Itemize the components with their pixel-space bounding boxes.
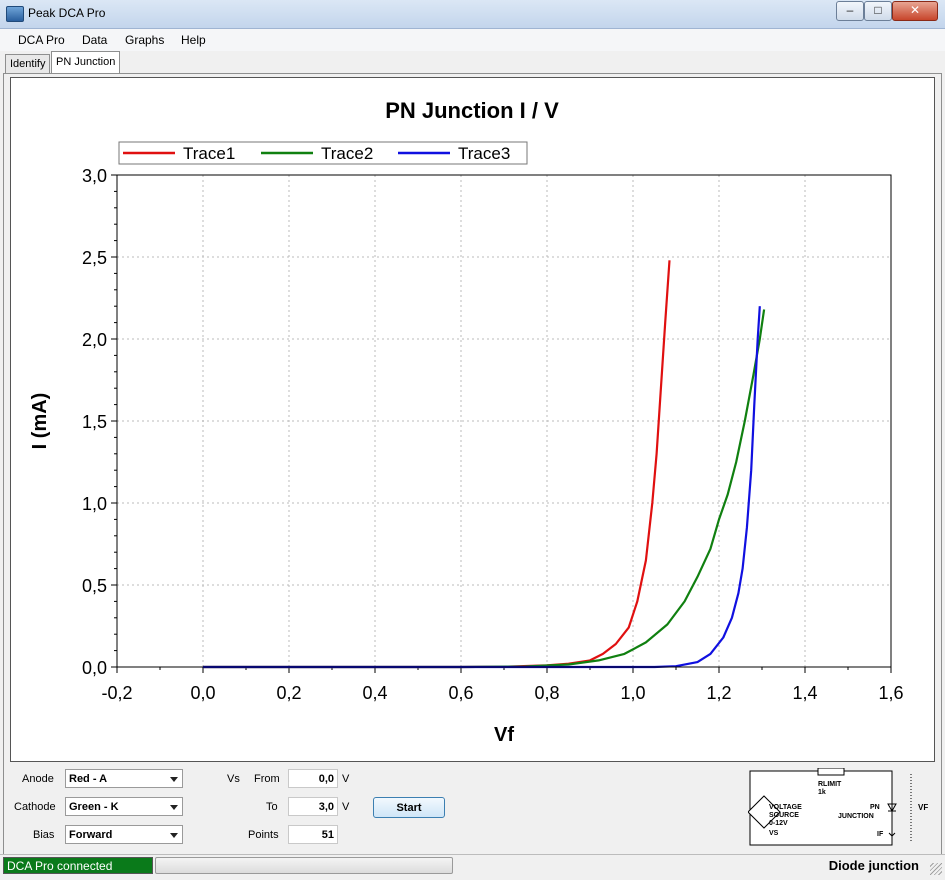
legend-label-trace2: Trace2 [321,144,373,163]
rlimit-value: 1k [818,789,826,796]
vf-label: VF [918,803,928,812]
cathode-label: Cathode [14,801,56,813]
rlimit-label: RLIMIT [818,781,842,788]
title-bar: Peak DCA Pro – □ ✕ [0,0,945,29]
to-unit: V [342,801,350,813]
x-tick-label: 1,4 [792,683,817,703]
from-unit: V [342,773,350,785]
grid [117,175,891,667]
menu-graphs[interactable]: Graphs [125,33,165,47]
x-tick-label: 0,6 [448,683,473,703]
resize-grip-icon[interactable] [930,863,942,875]
to-input[interactable]: 3,0 [288,797,338,816]
pn-line1: PN [870,804,880,811]
source-line3: 0-12V [769,820,788,827]
x-tick-label: 0,4 [362,683,387,703]
minimize-button[interactable]: – [836,1,864,21]
y-tick-label: 3,0 [82,166,107,186]
resistor-rlimit [817,768,845,776]
chart-frame: PN Junction I / V Trace1 Trace2 Trace3 -0,… [10,77,935,762]
bias-select[interactable]: Forward [65,825,183,844]
points-label: Points [248,829,279,841]
to-label: To [266,801,278,813]
mode-status: Diode junction [828,858,919,873]
if-label: IF [877,831,884,838]
vs-label: Vs [227,773,240,785]
x-tick-label: 0,0 [190,683,215,703]
x-tick-label: 0,8 [534,683,559,703]
progress-bar [155,857,453,874]
vs-label-schematic: VS [769,830,779,837]
y-tick-label: 0,5 [82,576,107,596]
start-button[interactable]: Start [373,797,445,818]
connection-status: DCA Pro connected [3,857,153,874]
pn-line2: JUNCTION [838,813,874,820]
chevron-down-icon [170,833,178,838]
menu-data[interactable]: Data [82,33,108,47]
anode-select[interactable]: Red - A [65,769,183,788]
series-line-trace2 [203,309,766,669]
cathode-value: Green - K [69,801,119,813]
tab-identify[interactable]: Identify [5,54,51,73]
x-tick-label: 1,2 [706,683,731,703]
menu-bar: DCA Pro Data Graphs Help [0,29,945,51]
bias-value: Forward [69,829,113,841]
series-group [203,260,766,669]
points-input[interactable]: 51 [288,825,338,844]
status-bar: DCA Pro connected Diode junction [0,854,945,880]
y-tick-label: 1,0 [82,494,107,514]
y-axis-label: I (mA) [29,393,51,450]
anode-label: Anode [22,773,54,785]
x-tick-label: 0,2 [276,683,301,703]
source-line2: SOURCE [769,812,799,819]
bias-label: Bias [33,829,55,841]
app-icon [6,6,24,22]
x-tick-label: 1,6 [878,683,903,703]
close-button[interactable]: ✕ [892,1,938,21]
x-tick-label: 1,0 [620,683,645,703]
tab-bar: Identify PN Junction [0,51,945,74]
x-axis-label: Vf [494,724,514,746]
y-tick-label: 2,0 [82,330,107,350]
from-input[interactable]: 0,0 [288,769,338,788]
source-line1: VOLTAGE [769,804,802,811]
y-tick-label: 1,5 [82,412,107,432]
window-title: Peak DCA Pro [28,6,106,20]
series-line-trace1 [203,260,671,669]
cathode-select[interactable]: Green - K [65,797,183,816]
maximize-button[interactable]: □ [864,1,892,21]
menu-help[interactable]: Help [181,33,206,47]
legend-box [118,141,528,165]
x-tick-label: -0,2 [101,683,132,703]
legend: Trace1 Trace2 Trace3 [123,144,510,163]
axis-ticks: -0,2 0,0 0,2 0,4 0,6 0,8 1,0 1,2 1,4 1,6 0,0 0,5 1,0… [82,166,904,703]
legend-label-trace1: Trace1 [183,144,235,163]
if-arrow-icon [888,826,896,837]
diode-icon [887,803,897,813]
iv-chart: PN Junction I / V Trace1 Trace2 Trace3 -0,… [29,98,904,746]
from-label: From [254,773,280,785]
tab-pn-junction[interactable]: PN Junction [51,51,121,74]
chevron-down-icon [170,805,178,810]
chevron-down-icon [170,777,178,782]
chart-title: PN Junction I / V [385,98,559,123]
menu-dca-pro[interactable]: DCA Pro [18,33,65,47]
anode-value: Red - A [69,773,108,785]
circuit-schematic: RLIMIT 1k VOLTAGE SOURCE 0-12V VS PN JUN… [748,768,928,846]
voltage-source-symbol [748,795,781,829]
legend-label-trace3: Trace3 [458,144,510,163]
plot-area-border [116,174,892,668]
y-tick-label: 2,5 [82,248,107,268]
y-tick-label: 0,0 [82,658,107,678]
